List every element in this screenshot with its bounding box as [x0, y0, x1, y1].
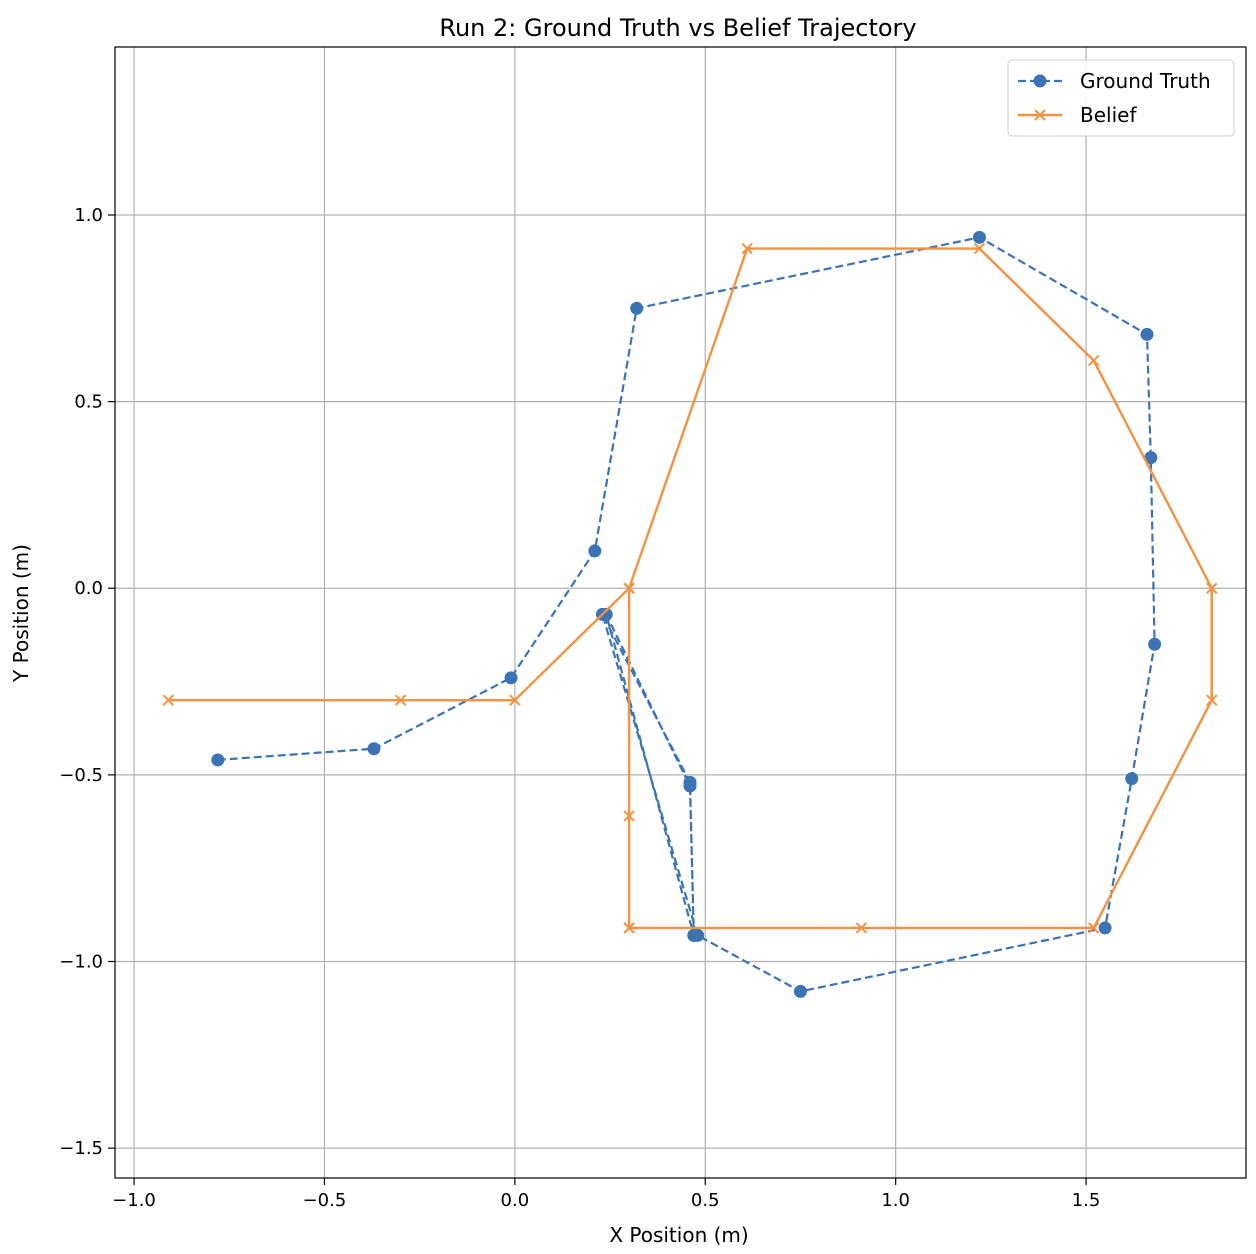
belief-point — [394, 694, 407, 706]
x-tick-label: −1.0 — [112, 1190, 156, 1211]
series-belief — [162, 242, 1218, 934]
belief-point — [623, 810, 635, 822]
y-tick-label: −1.0 — [59, 952, 103, 973]
chart-title: Run 2: Ground Truth vs Belief Trajectory — [439, 14, 916, 42]
y-tick-label: 0.0 — [74, 578, 103, 599]
belief-point — [162, 694, 175, 706]
belief-point — [1087, 922, 1100, 934]
ground-truth-point — [588, 544, 602, 558]
x-tick-label: −0.5 — [303, 1190, 347, 1211]
x-tick-label: 0.0 — [501, 1190, 530, 1211]
ground-truth-point — [630, 301, 644, 315]
y-tick-label: 1.0 — [74, 205, 103, 226]
ground-truth-point — [504, 671, 518, 685]
ground-truth-point — [1140, 327, 1154, 341]
x-axis-label: X Position (m) — [609, 1223, 748, 1247]
ground-truth-point — [1148, 637, 1162, 651]
ground-truth-point — [972, 230, 986, 244]
legend-belief-label: Belief — [1080, 103, 1137, 127]
x-tick-label: 0.5 — [691, 1190, 720, 1211]
belief-point — [855, 922, 868, 934]
ground-truth-point — [1098, 921, 1112, 935]
y-tick-label: −0.5 — [59, 765, 103, 786]
ticks: −1.0 −0.5 0.0 0.5 1.0 1.5 −1.5 −1.0 −0.5 0.0 0.5 1.… — [59, 205, 1100, 1211]
legend-ground-truth-label: Ground Truth — [1080, 69, 1211, 93]
ground-truth-point — [211, 753, 225, 767]
x-tick-label: 1.0 — [881, 1190, 910, 1211]
belief-point — [741, 242, 753, 255]
ground-truth-point — [367, 742, 381, 756]
grid — [115, 47, 1246, 1178]
y-tick-label: 0.5 — [74, 392, 103, 413]
ground-truth-point — [683, 779, 697, 793]
x-tick-label: 1.5 — [1072, 1190, 1101, 1211]
ground-truth-point — [687, 928, 701, 942]
ground-truth-point — [1125, 772, 1139, 786]
belief-line — [168, 247, 1213, 930]
ground-truth-point — [793, 984, 807, 998]
legend-belief-marker — [1034, 109, 1046, 121]
ground-truth-point — [599, 607, 613, 621]
series-layer — [162, 230, 1218, 998]
belief-point — [1206, 582, 1218, 594]
y-axis-label: Y Position (m) — [9, 544, 33, 683]
y-tick-label: −1.5 — [59, 1138, 103, 1159]
belief-point — [623, 922, 635, 934]
legend-box — [1007, 59, 1235, 137]
legend-ground-truth-marker — [1033, 74, 1047, 88]
ground-truth-point — [1144, 451, 1158, 465]
belief-point — [623, 582, 635, 594]
belief-point — [973, 242, 986, 255]
belief-point — [1206, 694, 1218, 706]
plot-frame — [114, 46, 1247, 1179]
belief-point — [509, 694, 521, 706]
belief-point — [1087, 354, 1100, 367]
legend: Ground Truth Belief — [1007, 59, 1235, 137]
